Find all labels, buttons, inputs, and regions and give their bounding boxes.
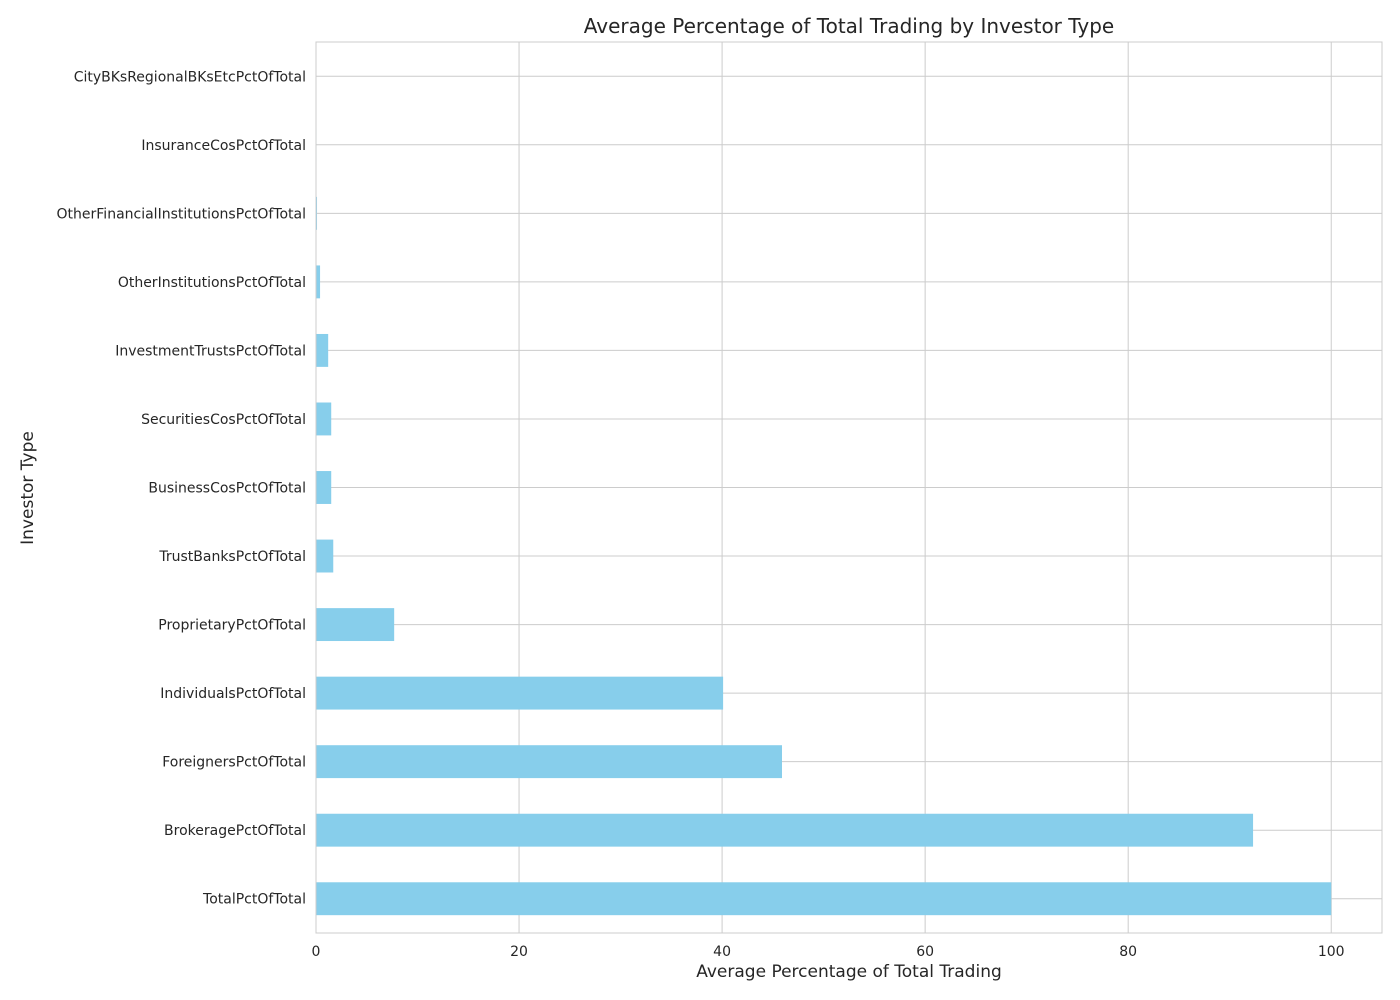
grid-layer <box>315 42 1382 933</box>
y-tick-label: ProprietaryPctOfTotal <box>158 618 306 634</box>
x-tick-label: 80 <box>1119 944 1137 960</box>
y-tick-label: OtherFinancialInstitutionsPctOfTotal <box>57 206 306 222</box>
bar <box>316 676 724 710</box>
x-tick-label: 40 <box>713 944 731 960</box>
chart-title: Average Percentage of Total Trading by I… <box>584 14 1114 38</box>
bar <box>316 608 395 642</box>
y-tick-label: InvestmentTrustsPctOfTotal <box>115 343 306 359</box>
y-tick-labels: TotalPctOfTotal BrokeragePctOfTotal Foreig… <box>57 69 306 907</box>
y-tick-label: ForeignersPctOfTotal <box>162 755 306 771</box>
y-tick-label: CityBKsRegionalBKsEtcPctOfTotal <box>74 69 306 85</box>
bar <box>316 471 332 504</box>
y-tick-label: SecuritiesCosPctOfTotal <box>141 412 306 428</box>
y-tick-label: InsuranceCosPctOfTotal <box>141 138 306 154</box>
y-tick-label: OtherInstitutionsPctOfTotal <box>118 275 306 291</box>
bar <box>316 265 321 299</box>
bar <box>316 813 1254 847</box>
y-tick-label: BusinessCosPctOfTotal <box>148 481 306 497</box>
y-axis-label: Investor Type <box>18 431 38 545</box>
x-tick-label: 0 <box>312 944 321 960</box>
y-tick-label: TotalPctOfTotal <box>202 892 306 908</box>
x-tick-label: 100 <box>1318 944 1345 960</box>
plot-frame <box>315 41 1383 934</box>
bar <box>316 882 1332 916</box>
y-tick-label: IndividualsPctOfTotal <box>160 686 306 702</box>
x-tick-label: 60 <box>916 944 934 960</box>
x-tick-labels: 0 20 40 60 80 100 <box>312 944 1345 960</box>
bar <box>316 333 329 367</box>
y-tick-label: BrokeragePctOfTotal <box>164 823 306 839</box>
y-tick-label: TrustBanksPctOfTotal <box>158 549 306 565</box>
bar <box>316 745 782 779</box>
bar <box>316 539 334 573</box>
x-tick-label: 20 <box>510 944 528 960</box>
bar-layer <box>316 59 1332 916</box>
bar <box>316 402 332 436</box>
bar <box>316 196 318 230</box>
x-axis-label: Average Percentage of Total Trading <box>696 962 1002 982</box>
